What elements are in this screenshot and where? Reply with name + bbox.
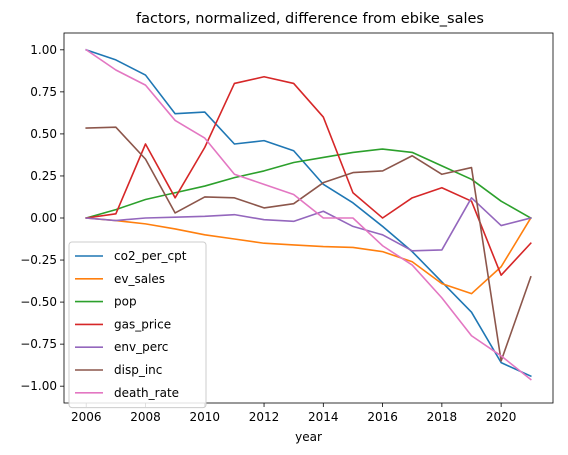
x-tick-label: 2012 xyxy=(249,410,280,424)
series-line-co2_per_cpt xyxy=(85,48,532,378)
x-tick-label: 2010 xyxy=(189,410,220,424)
y-tick-label: 0.00 xyxy=(30,211,57,225)
y-tick-label: 0.75 xyxy=(30,85,57,99)
series-layer xyxy=(85,48,532,381)
y-tick-label: −0.25 xyxy=(20,253,57,267)
series-line-gas_price xyxy=(85,75,532,276)
legend-label-co2_per_cpt: co2_per_cpt xyxy=(114,249,187,263)
series-line-pop xyxy=(85,148,532,220)
y-axis: 1.00 0.75 0.50 0.25 0.00 −0.25 −0.50 −0.75 −1.00 xyxy=(20,43,64,393)
legend-box xyxy=(68,241,207,409)
y-tick-label: −0.50 xyxy=(20,295,57,309)
series-line-disp_inc xyxy=(85,126,532,362)
x-tick-label: 2020 xyxy=(486,410,517,424)
y-tick-label: 1.00 xyxy=(30,43,57,57)
chart-title: factors, normalized, difference from ebi… xyxy=(136,11,484,27)
legend-label-gas_price: gas_price xyxy=(114,317,171,331)
x-tick-label: 2016 xyxy=(367,410,398,424)
legend-label-disp_inc: disp_inc xyxy=(114,363,162,377)
x-axis: 2006 2008 2010 2012 2014 2016 2018 2020 xyxy=(71,403,516,424)
y-tick-label: 0.50 xyxy=(30,127,57,141)
x-tick-label: 2006 xyxy=(71,410,102,424)
y-tick-label: −1.00 xyxy=(20,379,57,393)
x-tick-label: 2008 xyxy=(130,410,161,424)
series-line-death_rate xyxy=(85,48,532,381)
x-axis-title: year xyxy=(295,430,322,444)
legend-label-pop: pop xyxy=(114,295,137,309)
y-tick-label: 0.25 xyxy=(30,169,57,183)
legend-label-death_rate: death_rate xyxy=(114,386,179,400)
legend-label-ev_sales: ev_sales xyxy=(114,272,165,286)
x-tick-label: 2018 xyxy=(427,410,458,424)
series-line-env_perc xyxy=(85,197,532,252)
y-tick-label: −0.75 xyxy=(20,337,57,351)
series-line-ev_sales xyxy=(85,216,532,295)
x-tick-label: 2014 xyxy=(308,410,339,424)
legend-label-env_perc: env_perc xyxy=(114,340,168,354)
